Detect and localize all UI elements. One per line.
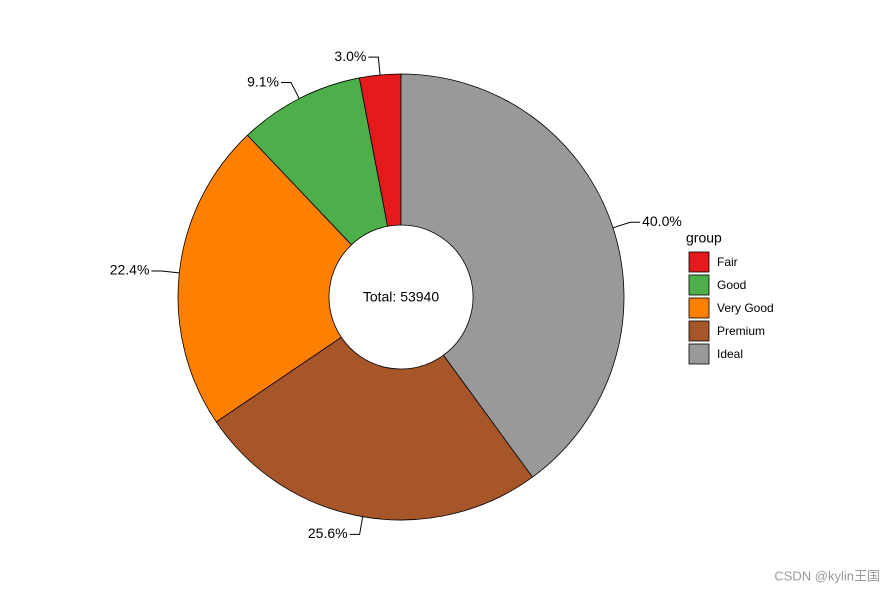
legend-key	[688, 297, 710, 319]
slice	[215, 336, 534, 521]
value-label: 3.0%	[334, 48, 366, 64]
legend-label: Good	[717, 278, 746, 292]
legend-title: group	[686, 230, 722, 246]
leader-line	[281, 82, 300, 99]
leader-line	[151, 270, 180, 274]
legend-key	[688, 320, 710, 342]
legend-label: Very Good	[717, 301, 774, 315]
slice	[177, 134, 352, 423]
center-label: Total: 53940	[363, 289, 439, 305]
legend-label: Fair	[717, 255, 738, 269]
leader-line	[612, 221, 641, 229]
watermark: CSDN @kylin王国	[774, 568, 880, 583]
legend-label: Ideal	[717, 347, 743, 361]
legend-key	[688, 343, 710, 365]
legend-key	[688, 274, 710, 296]
value-label: 9.1%	[247, 73, 279, 89]
value-label: 40.0%	[642, 213, 682, 229]
legend-key	[688, 251, 710, 273]
legend-label: Premium	[717, 324, 765, 338]
leader-line	[349, 516, 364, 535]
slice	[246, 77, 388, 246]
value-label: 22.4%	[110, 262, 150, 278]
leader-line	[368, 56, 381, 76]
value-label: 25.6%	[308, 525, 348, 541]
slice	[400, 73, 625, 478]
